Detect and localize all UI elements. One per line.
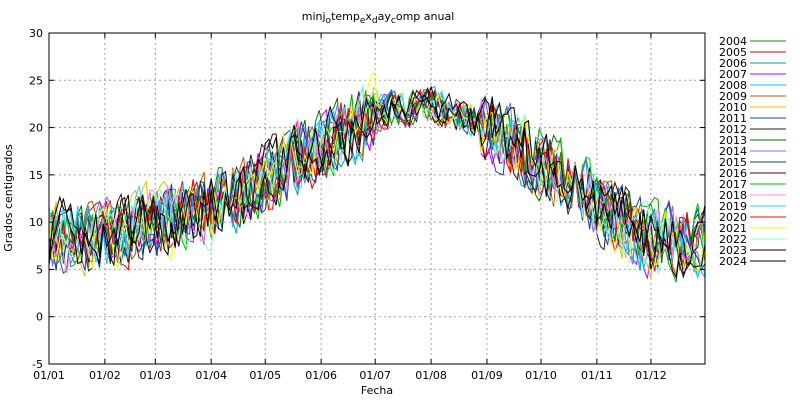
x-tick-label: 01/03	[139, 369, 171, 382]
x-tick-label: 01/07	[359, 369, 391, 382]
series-line-2011	[48, 89, 706, 274]
legend-label-2018: 2018	[719, 189, 747, 202]
x-axis-label: Fecha	[361, 384, 393, 397]
y-tick-label: 15	[29, 169, 43, 182]
x-tick-label: 01/02	[89, 369, 121, 382]
x-tick-label: 01/05	[249, 369, 281, 382]
legend-label-2020: 2020	[719, 211, 747, 224]
legend-label-2022: 2022	[719, 233, 747, 246]
legend-label-2015: 2015	[719, 156, 747, 169]
legend-label-2016: 2016	[719, 167, 747, 180]
legend-label-2010: 2010	[719, 101, 747, 114]
y-tick-label: 20	[29, 122, 43, 135]
x-tick-label: 01/12	[635, 369, 667, 382]
legend-label-2023: 2023	[719, 244, 747, 257]
series-lines	[48, 70, 706, 283]
legend-label-2014: 2014	[719, 145, 747, 158]
plot-frame	[48, 32, 706, 365]
x-tick-label: 01/08	[415, 369, 447, 382]
legend-label-2012: 2012	[719, 123, 747, 136]
x-tick-label: 01/04	[195, 369, 227, 382]
series-line-2024	[48, 90, 706, 267]
chart-title: minjotempexdaycomp anual	[302, 10, 455, 26]
legend: 2004200520062007200820092010201120122013…	[719, 35, 786, 268]
series-line-2022	[48, 84, 706, 275]
x-tick-label: 01/06	[305, 369, 337, 382]
legend-label-2017: 2017	[719, 178, 747, 191]
legend-label-2019: 2019	[719, 200, 747, 213]
series-line-2019	[48, 87, 706, 279]
y-tick-label: 25	[29, 74, 43, 87]
legend-label-2004: 2004	[719, 35, 747, 48]
y-tick-label: 5	[36, 263, 43, 276]
legend-label-2024: 2024	[719, 255, 747, 268]
x-tick-label: 01/09	[471, 369, 503, 382]
legend-label-2011: 2011	[719, 112, 747, 125]
y-tick-label: 0	[36, 311, 43, 324]
y-tick-label: 10	[29, 216, 43, 229]
x-tick-label: 01/11	[581, 369, 613, 382]
legend-label-2005: 2005	[719, 46, 747, 59]
legend-label-2007: 2007	[719, 68, 747, 81]
legend-label-2021: 2021	[719, 222, 747, 235]
y-axis-label: Grados centigrados	[2, 144, 15, 252]
legend-label-2006: 2006	[719, 57, 747, 70]
legend-label-2013: 2013	[719, 134, 747, 147]
x-tick-label: 01/01	[33, 369, 65, 382]
x-tick-label: 01/10	[525, 369, 557, 382]
legend-label-2009: 2009	[719, 90, 747, 103]
y-tick-label: -5	[32, 358, 43, 371]
legend-label-2008: 2008	[719, 79, 747, 92]
y-tick-label: 30	[29, 27, 43, 40]
axis-ticks: -5 0 5 10 15 20 25 30 01/01 01/02 01/03 01/04 01/05 0…	[29, 27, 705, 382]
